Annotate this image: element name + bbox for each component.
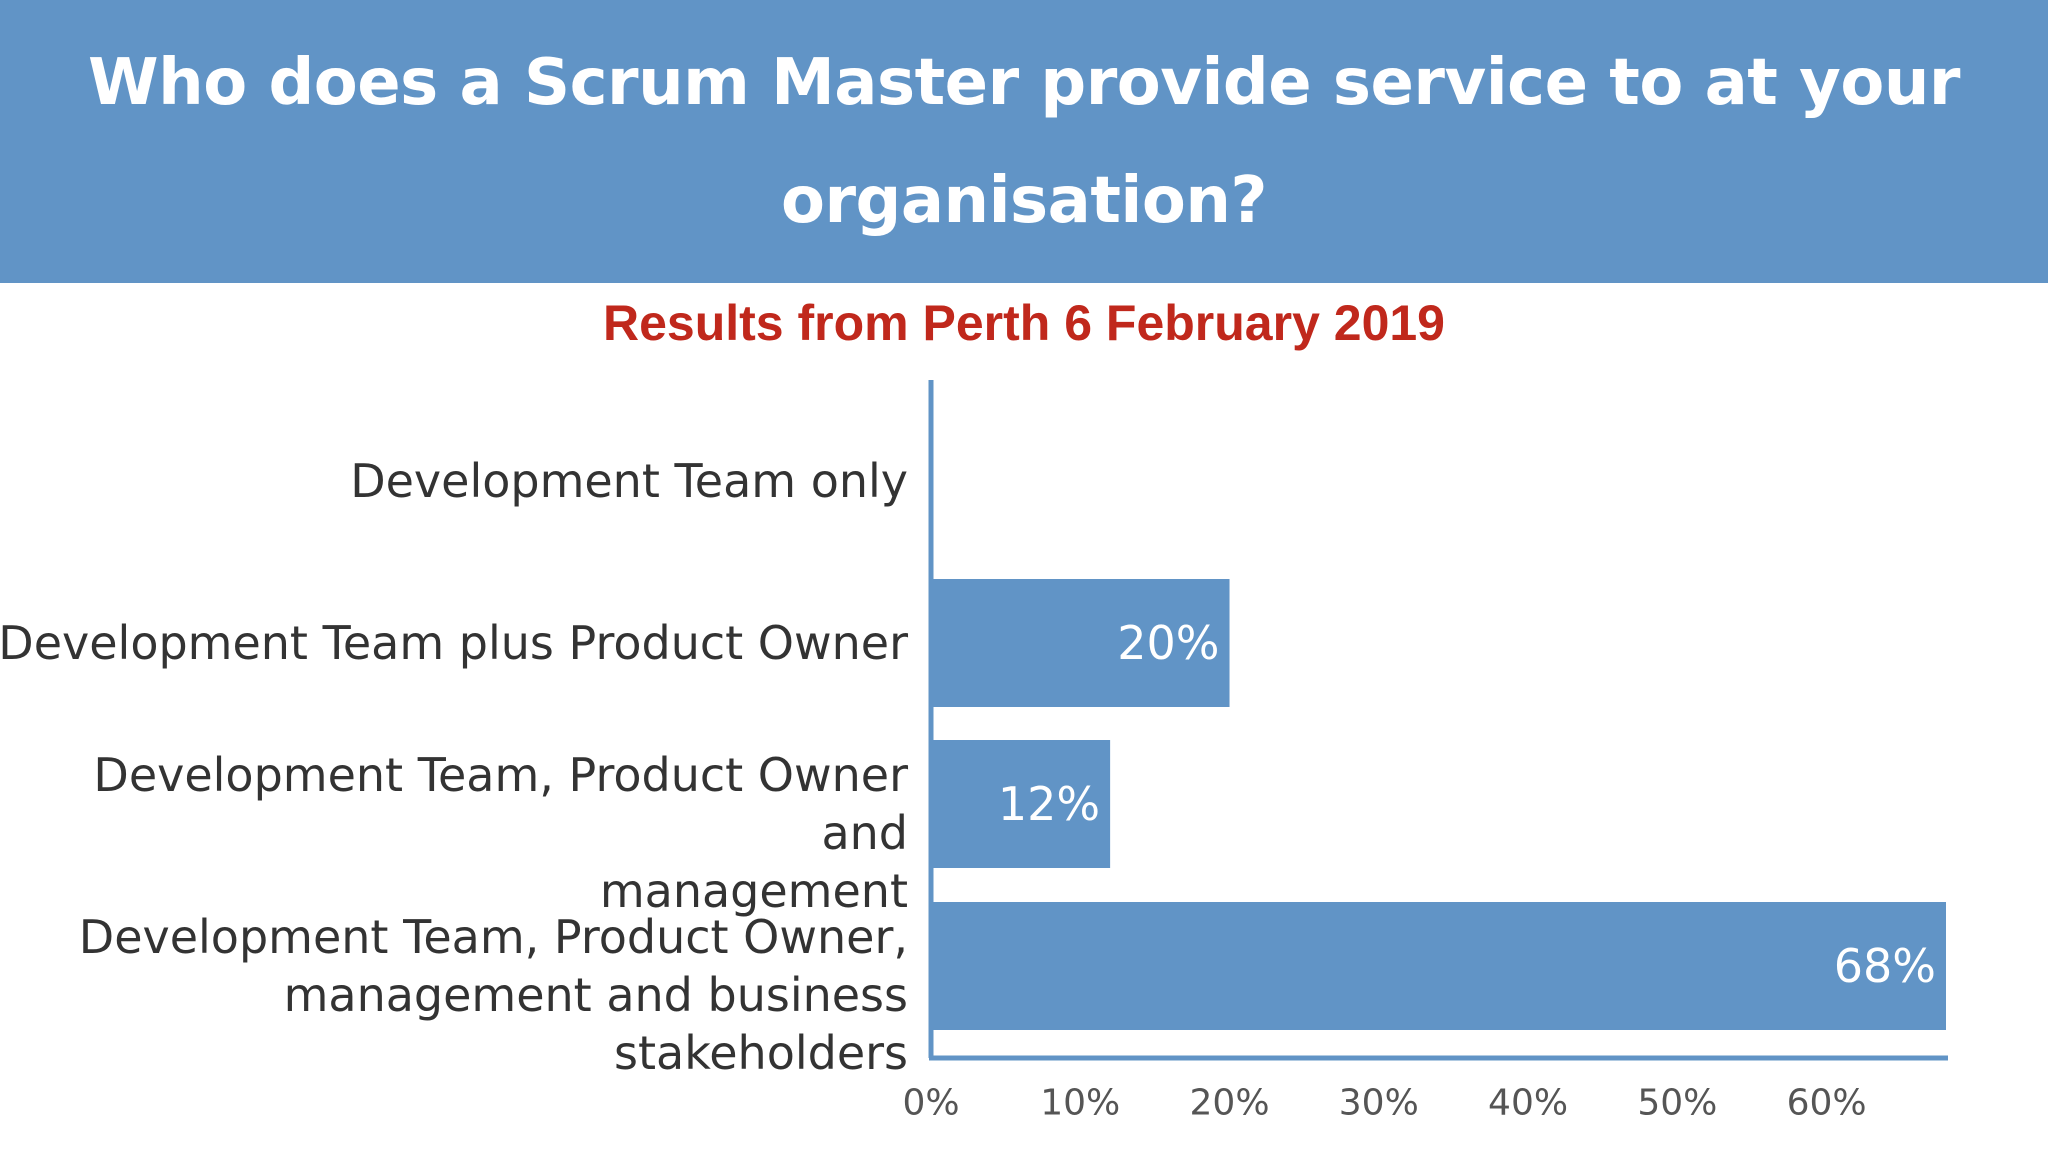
title-banner: Who does a Scrum Master provide service … — [0, 0, 2048, 283]
x-tick-label: 40% — [1488, 1083, 1568, 1124]
category-label-line: management and business stakeholders — [283, 968, 908, 1080]
category-label-line: Development Team, Product Owner and — [93, 748, 908, 860]
x-tick-label: 20% — [1190, 1083, 1270, 1124]
bar-value-label: 68% — [1834, 939, 1936, 993]
x-tick-label: 10% — [1040, 1083, 1120, 1124]
x-tick-label: 50% — [1637, 1083, 1717, 1124]
category-label-line: management — [599, 864, 908, 918]
bar — [931, 902, 1946, 1030]
category-label-line: Development Team, Product Owner, — [78, 910, 908, 964]
category-label: Development Team only — [0, 452, 908, 510]
category-label-line: Development Team plus Product Owner — [0, 616, 908, 670]
category-label-line: Development Team only — [350, 454, 908, 508]
bar — [931, 740, 1111, 868]
category-label: Development Team, Product Owner and manag… — [0, 746, 908, 920]
category-label: Development Team plus Product Owner — [0, 614, 908, 672]
chart-subtitle: Results from Perth 6 February 2019 — [603, 295, 1445, 351]
x-tick-label: 30% — [1339, 1083, 1419, 1124]
x-tick-label: 60% — [1787, 1083, 1867, 1124]
bar-value-label: 12% — [998, 777, 1100, 831]
bar — [931, 579, 1230, 707]
category-label: Development Team, Product Owner, manageme… — [0, 908, 908, 1082]
page-title: Who does a Scrum Master provide service … — [88, 45, 1960, 238]
bar-value-label: 20% — [1117, 616, 1219, 670]
x-tick-label: 0% — [902, 1083, 959, 1124]
